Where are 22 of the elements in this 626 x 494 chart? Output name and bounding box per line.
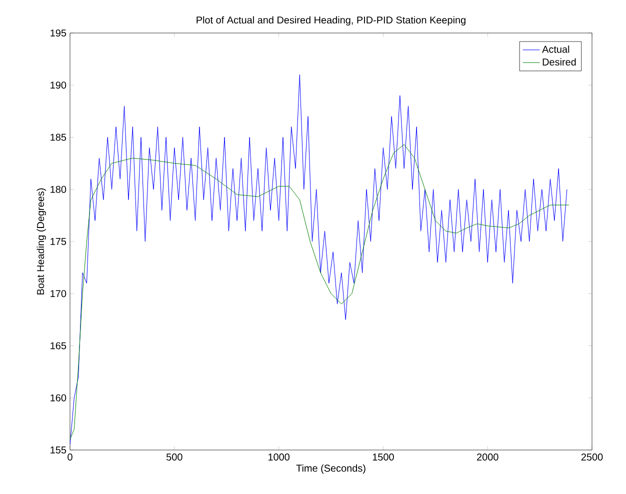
y-tick-label: 160 [50,394,66,402]
line-series [70,144,570,440]
x-tick-label: 1000 [268,454,290,461]
y-tick-label: 170 [50,290,66,298]
y-tick-label: 175 [50,238,66,245]
y-axis-title: Boat Heading (Degrees) [36,188,46,294]
y-tick-label: 180 [50,186,66,193]
x-tick-label: 2000 [477,454,498,461]
x-axis-title: Time (Seconds) [296,464,366,474]
y-tick-label: 185 [50,134,66,141]
legend-label: Actual [542,46,570,53]
x-tick-label: 0 [68,454,72,461]
y-tick-label: 195 [50,29,66,37]
x-tick-label: 500 [166,454,182,461]
line-series [70,74,568,446]
y-tick-label: 155 [50,446,66,454]
chart-title: Plot of Actual and Desired Heading, PID-PID Station Keeping [196,16,466,26]
y-tick-label: 190 [50,82,66,89]
x-tick-label: 1500 [372,454,394,461]
y-tick-label: 165 [50,342,66,350]
x-tick-label: 2500 [581,454,603,461]
legend-label: Desired [542,58,576,66]
